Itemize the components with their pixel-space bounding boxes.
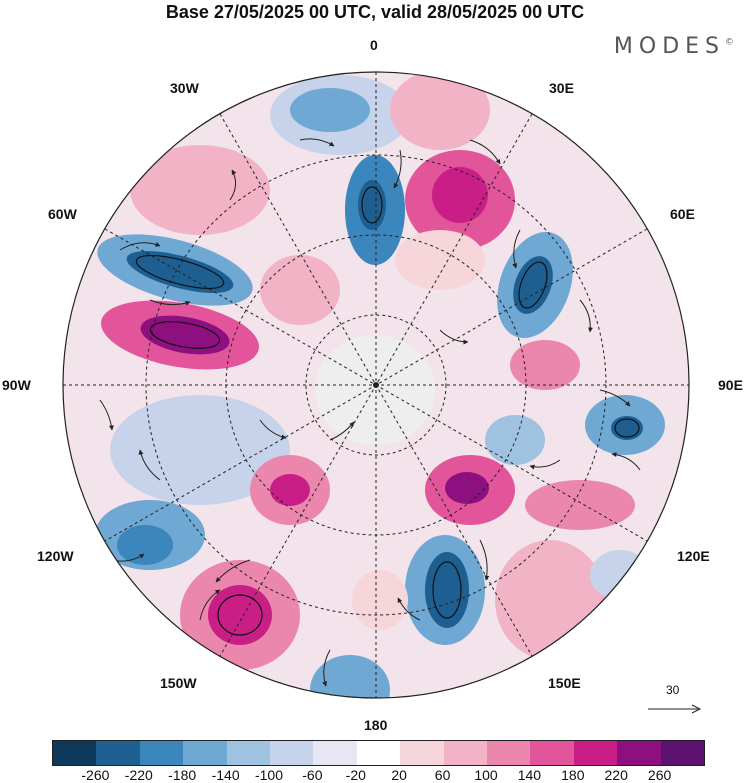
colorbar-swatch: [573, 741, 618, 765]
brand-logo: MODES©: [614, 34, 734, 59]
pole-marker: [373, 382, 379, 388]
colorbar-swatch: [530, 741, 574, 765]
label-90w: 90W: [2, 377, 31, 393]
colorbar-swatch: [96, 741, 140, 765]
colorbar-swatch: [226, 741, 271, 765]
colorbar: [52, 740, 705, 766]
label-120w: 120W: [37, 548, 74, 564]
colorbar-swatch: [487, 741, 531, 765]
colorbar-swatch: [660, 741, 705, 765]
label-60e: 60E: [670, 206, 695, 222]
brand-text: MODES: [613, 34, 725, 59]
label-150e: 150E: [548, 675, 581, 691]
colorbar-tick-label: -260: [81, 767, 110, 783]
map-field: [63, 72, 689, 698]
vector-reference-label: 30: [666, 683, 680, 697]
colorbar-tick-label: 20: [391, 767, 407, 783]
label-120e: 120E: [677, 548, 710, 564]
colorbar-swatch: [443, 741, 488, 765]
colorbar-ticks: -260 -220 -180 -140 -100 -60 -20 20 60 100 140 180 2…: [52, 767, 703, 783]
colorbar-tick-label: -180: [168, 767, 197, 783]
colorbar-swatch: [183, 741, 227, 765]
colorbar-swatch: [617, 741, 661, 765]
chart-title: Base 27/05/2025 00 UTC, valid 28/05/2025…: [165, 2, 585, 22]
colorbar-tick-label: -60: [302, 767, 323, 783]
colorbar-swatch: [313, 741, 357, 765]
colorbar-swatch: [53, 741, 97, 765]
label-90e: 90E: [718, 377, 743, 393]
colorbar-tick-label: 220: [604, 767, 628, 783]
map-border: [62, 71, 690, 699]
label-180: 180: [364, 717, 388, 733]
vector-reference-arrow: [648, 704, 702, 714]
colorbar-tick-label: -20: [345, 767, 366, 783]
label-60w: 60W: [48, 206, 77, 222]
colorbar-tick-label: -220: [124, 767, 153, 783]
colorbar-tick-label: 100: [474, 767, 498, 783]
colorbar-swatch: [270, 741, 314, 765]
colorbar-tick-label: 180: [561, 767, 585, 783]
colorbar-swatch: [356, 741, 401, 765]
colorbar-tick-label: 260: [647, 767, 672, 783]
label-0: 0: [370, 37, 378, 53]
colorbar-tick-label: 60: [434, 767, 451, 783]
label-30w: 30W: [170, 80, 199, 96]
colorbar-swatch: [139, 741, 184, 765]
brand-mark: ©: [725, 37, 734, 48]
label-30e: 30E: [549, 80, 574, 96]
label-150w: 150W: [160, 675, 197, 691]
colorbar-tick-label: -100: [254, 767, 284, 783]
contours: [135, 186, 640, 636]
colorbar-tick-label: -140: [211, 767, 240, 783]
colorbar-tick-label: 140: [517, 767, 542, 783]
colorbar-swatch: [400, 741, 444, 765]
